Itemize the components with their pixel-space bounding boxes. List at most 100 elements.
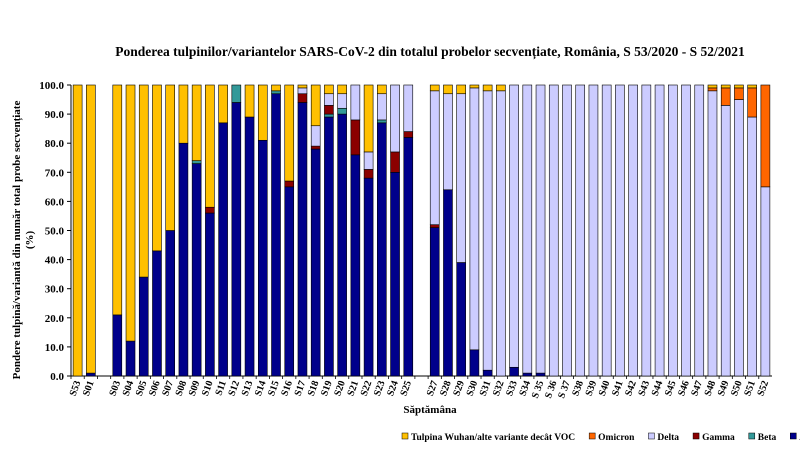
bar-segment-omicron bbox=[734, 87, 744, 100]
x-tick-label: S14 bbox=[253, 379, 269, 397]
x-tick-label: S01 bbox=[81, 379, 97, 397]
bar-segment-gamma bbox=[390, 151, 400, 173]
bar-segment-gamma bbox=[205, 206, 215, 214]
bar-segment-delta bbox=[601, 84, 612, 377]
bar-segment-beta bbox=[191, 160, 202, 164]
bar-segment-delta bbox=[760, 186, 771, 377]
bar-segment-delta bbox=[720, 105, 731, 377]
bar-segment-tulpina-wuhan-alte-variante-dec-t-voc bbox=[112, 84, 123, 316]
bar-segment-alpha bbox=[191, 163, 202, 377]
bar-segment-gamma bbox=[429, 224, 440, 228]
bar-segment-delta bbox=[496, 90, 506, 377]
bar-segment-delta bbox=[403, 84, 414, 132]
bar-segment-tulpina-wuhan-alte-variante-dec-t-voc bbox=[707, 84, 718, 89]
y-tick-label: 10.0 bbox=[45, 342, 65, 354]
x-tick-label: S39 bbox=[584, 379, 600, 397]
legend-label: Delta bbox=[657, 433, 679, 443]
x-tick-label: S05 bbox=[134, 379, 150, 397]
y-tick-label: 20.0 bbox=[45, 313, 65, 325]
y-tick-label: 90.0 bbox=[45, 109, 65, 121]
bar-segment-alpha bbox=[363, 177, 374, 377]
bar-segment-delta bbox=[747, 116, 757, 377]
bar-segment-tulpina-wuhan-alte-variante-dec-t-voc bbox=[205, 84, 215, 208]
x-tick-label: S 37 bbox=[556, 379, 573, 400]
bar-segment-tulpina-wuhan-alte-variante-dec-t-voc bbox=[271, 84, 281, 92]
bar-segment-gamma bbox=[310, 145, 321, 150]
x-tick-label: S17 bbox=[293, 379, 309, 397]
y-tick-label: 50.0 bbox=[45, 226, 65, 238]
y-tick-label: 30.0 bbox=[45, 284, 65, 296]
bar-segment-gamma bbox=[284, 180, 295, 188]
bar-segment-tulpina-wuhan-alte-variante-dec-t-voc bbox=[482, 84, 493, 92]
bar-segment-delta bbox=[734, 99, 744, 377]
bar-segment-tulpina-wuhan-alte-variante-dec-t-voc bbox=[244, 84, 255, 118]
bar-segment-alpha bbox=[456, 262, 466, 377]
bar-segment-delta bbox=[522, 84, 533, 374]
bar-segment-alpha bbox=[138, 276, 149, 377]
bar-segment-delta bbox=[681, 84, 691, 377]
bar-segment-omicron bbox=[747, 87, 757, 118]
bar-segment-tulpina-wuhan-alte-variante-dec-t-voc bbox=[310, 84, 321, 127]
legend-label: Beta bbox=[758, 433, 777, 443]
bar-segment-delta bbox=[310, 125, 321, 147]
bar-segment-delta bbox=[548, 84, 559, 377]
y-tick-label: 40.0 bbox=[45, 255, 65, 267]
bar-segment-alpha bbox=[244, 116, 255, 377]
bar-segment-alpha bbox=[482, 369, 493, 377]
x-tick-label: S07 bbox=[160, 379, 176, 397]
bar-segment-alpha bbox=[165, 230, 175, 377]
bar-segment-delta bbox=[482, 90, 493, 371]
legend-label: Gamma bbox=[702, 433, 735, 443]
legend-swatch bbox=[748, 432, 756, 440]
bar-segment-alpha bbox=[297, 102, 308, 377]
bar-segment-alpha bbox=[337, 113, 347, 377]
bar-segment-delta bbox=[429, 90, 440, 225]
bar-segment-alpha bbox=[350, 154, 361, 377]
x-tick-label: S49 bbox=[716, 379, 732, 397]
bar-segment-gamma bbox=[363, 169, 374, 179]
x-tick-label: S06 bbox=[147, 379, 163, 397]
bar-segment-tulpina-wuhan-alte-variante-dec-t-voc bbox=[337, 84, 347, 95]
bar-segment-delta bbox=[535, 84, 546, 374]
bar-segment-alpha bbox=[443, 189, 453, 377]
x-tick-label: S18 bbox=[306, 379, 322, 397]
bar-segment-gamma bbox=[403, 131, 414, 138]
bar-segment-beta bbox=[271, 90, 281, 95]
bar-segment-alpha bbox=[257, 139, 268, 377]
bar-segment-tulpina-wuhan-alte-variante-dec-t-voc bbox=[720, 84, 731, 89]
x-tick-label: S11 bbox=[213, 379, 228, 397]
bar-segment-beta bbox=[337, 107, 347, 115]
bar-segment-delta bbox=[443, 93, 453, 191]
bar-segment-delta bbox=[377, 93, 387, 121]
bar-segment-alpha bbox=[324, 116, 334, 377]
x-tick-label: S28 bbox=[438, 379, 454, 397]
chart-title: Ponderea tulpinilor/variantelor SARS-CoV… bbox=[115, 44, 745, 59]
bar-segment-omicron bbox=[760, 84, 771, 188]
bar-segment-delta bbox=[363, 151, 374, 170]
x-tick-label: S45 bbox=[663, 379, 679, 397]
bar-segment-delta bbox=[509, 84, 519, 368]
x-tick-label: S16 bbox=[279, 379, 295, 397]
bar-segment-delta bbox=[390, 84, 400, 153]
bar-segment-alpha bbox=[535, 372, 546, 377]
bar-segment-alpha bbox=[125, 340, 136, 377]
x-tick-label: S25 bbox=[398, 379, 414, 397]
bar-segment-delta bbox=[588, 84, 599, 377]
bar-segment-omicron bbox=[720, 87, 731, 106]
x-tick-label: S40 bbox=[597, 379, 613, 397]
bar-segment-delta bbox=[628, 84, 638, 377]
bar-segment-tulpina-wuhan-alte-variante-dec-t-voc bbox=[496, 84, 506, 92]
bar-segment-tulpina-wuhan-alte-variante-dec-t-voc bbox=[165, 84, 175, 231]
bar-segment-gamma bbox=[350, 119, 361, 156]
x-tick-label: S19 bbox=[319, 379, 335, 397]
x-tick-label: S48 bbox=[703, 379, 719, 397]
x-tick-label: S46 bbox=[676, 379, 692, 397]
bar-segment-alpha bbox=[231, 102, 242, 377]
legend-label: Tulpina Wuhan/alte variante decât VOC bbox=[411, 433, 575, 443]
x-tick-label: S27 bbox=[425, 379, 441, 397]
x-tick-label: S42 bbox=[623, 379, 639, 397]
x-tick-label: S44 bbox=[650, 379, 666, 397]
y-tick-label: 70.0 bbox=[45, 167, 65, 179]
x-tick-label: S41 bbox=[610, 379, 626, 397]
